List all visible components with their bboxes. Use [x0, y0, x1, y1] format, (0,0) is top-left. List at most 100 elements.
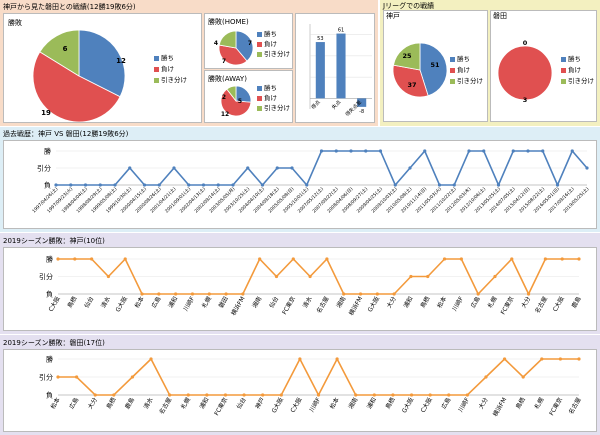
bar-category-label: 得点: [310, 99, 322, 111]
pie-slice: [392, 42, 421, 71]
legend-draw: 引き分け: [457, 77, 483, 85]
series-point: [428, 393, 432, 397]
bar-data-label: 61: [338, 28, 344, 34]
bar-data-label: -8: [359, 109, 364, 115]
x-tick-label: 浦和: [166, 295, 179, 309]
y-tick-label: 引分: [39, 272, 53, 281]
x-tick-label: 仙台: [267, 295, 280, 309]
series-point: [258, 257, 262, 261]
series-point: [149, 357, 153, 361]
series-line: [58, 257, 579, 296]
series-point: [279, 393, 283, 397]
x-tick-label: FC東京: [280, 295, 297, 316]
pie-data-label: 2: [222, 94, 226, 101]
bar: [315, 42, 325, 99]
goals-bar-panel: 53 得点 61 失点 -8 得失点差: [295, 13, 375, 123]
series-point: [409, 393, 414, 397]
x-tick-label: 2011/05/03(火): [415, 186, 443, 214]
series-point: [54, 183, 58, 187]
home-pie-title: 勝敗(HOME): [208, 18, 249, 26]
series-point: [372, 393, 376, 397]
x-tick-label: 鳥栖: [66, 295, 79, 309]
series-point: [216, 183, 220, 187]
x-tick-label: 神戸: [253, 396, 266, 410]
series-point: [174, 292, 178, 296]
summary-section: 神戸から見た磐田との戦績(12勝19敗6分) 勝敗 12 19 6 勝ち 負け 引き…: [0, 0, 378, 126]
series-point: [305, 183, 309, 187]
series-point: [375, 292, 379, 296]
x-tick-label: C大阪: [289, 396, 304, 414]
home-legend: 勝ち 負け 引き分け: [257, 29, 290, 59]
legend-draw: 引き分け: [161, 76, 187, 84]
x-tick-label: 横浜FM: [491, 396, 508, 418]
series-point: [205, 393, 209, 397]
pie-slice: [220, 88, 252, 117]
x-tick-label: 横浜FM: [347, 295, 364, 317]
legend-draw: 引き分け: [264, 50, 290, 58]
x-tick-label: 浦和: [365, 396, 378, 410]
series-point: [172, 166, 176, 170]
x-tick-label: 大分: [385, 295, 398, 309]
x-tick-label: 名古屋: [315, 295, 331, 315]
x-tick-label: 鳥栖: [419, 295, 432, 309]
series-point: [493, 274, 497, 279]
pie-data-label: 7: [248, 40, 252, 47]
series-point: [378, 149, 383, 153]
series-point: [476, 292, 480, 296]
x-tick-label: 浦和: [402, 295, 415, 309]
series-point: [391, 393, 395, 397]
x-tick-label: FC東京: [499, 295, 516, 316]
y-tick-label: 負: [44, 181, 51, 190]
x-tick-label: 2016/05/01(日): [533, 186, 561, 214]
x-tick-label: 2005/05/08(日): [267, 186, 295, 214]
away-legend: 勝ち 負け 引き分け: [257, 83, 290, 113]
series-point: [260, 183, 265, 187]
series-point: [261, 393, 265, 397]
series-point: [349, 149, 353, 153]
legend-lose: 負け: [457, 66, 470, 74]
series-point: [560, 257, 564, 261]
series-point: [56, 257, 60, 261]
series-point: [187, 183, 191, 187]
series-point: [75, 375, 79, 379]
x-tick-label: 2008/04/06(日): [326, 186, 354, 214]
x-tick-label: 横浜FM: [229, 295, 246, 317]
kobe-pie-title: 神戸: [386, 12, 400, 20]
league-title: Jリーグでの戦績: [383, 2, 435, 10]
series-point: [69, 183, 73, 187]
x-tick-label: 名古屋: [533, 295, 549, 315]
pie-slice: [392, 64, 429, 98]
iwata-pie-panel: 磐田 0 3 0 勝ち 負け 引き分け: [490, 10, 597, 122]
series-point: [511, 149, 515, 153]
pie-data-label: 0: [523, 39, 528, 47]
iwata2019-section: 2019シーズン勝敗：磐田(17位) 勝引分負松本 広島 大分 鳥栖 鹿島 清水 名古屋 札幌…: [0, 335, 600, 435]
legend-draw: 引き分け: [264, 104, 290, 112]
y-tick-label: 引分: [37, 164, 51, 173]
series-point: [113, 183, 117, 187]
x-tick-label: FC東京: [547, 396, 564, 417]
series-point: [186, 393, 190, 397]
pie-slice: [218, 30, 237, 49]
x-tick-label: G大阪: [366, 295, 381, 313]
kobe2019-section: 2019シーズン勝敗：神戸(10位) 勝引分負 C大阪 鳥栖 仙台 清水 G大阪 松本 広島浦…: [0, 233, 600, 334]
x-tick-label: C大阪: [551, 295, 566, 313]
kobe-pie-chart: 51 37 25: [392, 42, 448, 98]
series-point: [526, 292, 531, 296]
series-point: [130, 375, 135, 379]
pie-data-label: 5: [238, 98, 242, 105]
x-tick-label: 湘南: [347, 396, 360, 410]
series-point: [558, 357, 562, 361]
x-tick-label: 名古屋: [567, 396, 583, 416]
series-point: [484, 375, 488, 379]
series-point: [335, 357, 339, 361]
x-tick-label: 磐田: [217, 295, 230, 309]
y-tick-label: 負: [46, 391, 53, 400]
x-tick-label: G大阪: [400, 396, 415, 414]
iwata2019-title: 2019シーズン勝敗：磐田(17位): [3, 339, 105, 347]
pie-slice: [78, 29, 126, 98]
series-point: [73, 257, 77, 261]
history-chart-panel: 勝引分負 1997/04/26(土) 1997/09/23(火) 1998/04/04…: [3, 140, 597, 229]
x-tick-label: 2010/11/14(日): [400, 186, 428, 214]
